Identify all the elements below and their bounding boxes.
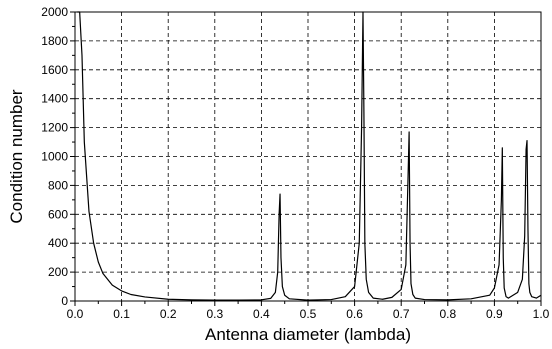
x-tick-label: 0.7	[393, 307, 410, 321]
x-tick-labels: 0.0 0.1 0.2 0.3 0.4 0.5 0.6 0.7 0.8 0.9 1.0	[67, 307, 550, 321]
y-tick-label: 800	[48, 178, 68, 192]
x-tick-label: 0.8	[439, 307, 456, 321]
y-tick-label: 600	[48, 207, 68, 221]
y-tick-label: 1800	[41, 34, 68, 48]
y-tick-labels: 0 200 400 600 800 1000 1200 1400 1600 1800 2000	[41, 5, 68, 308]
y-tick-label: 400	[48, 236, 68, 250]
series-line	[77, 11, 542, 301]
y-tick-label: 200	[48, 265, 68, 279]
y-tick-label: 1200	[41, 121, 68, 135]
y-tick-label: 1400	[41, 92, 68, 106]
x-axis-title: Antenna diameter (lambda)	[205, 325, 411, 344]
series-curves	[77, 11, 542, 301]
x-tick-label: 0.0	[67, 307, 84, 321]
grid-lines	[75, 12, 541, 301]
x-tick-label: 0.5	[300, 307, 317, 321]
y-axis-title: Condition number	[7, 89, 26, 224]
x-tick-label: 0.9	[486, 307, 503, 321]
x-tick-label: 0.2	[160, 307, 177, 321]
x-tick-label: 0.1	[113, 307, 130, 321]
y-tick-label: 1000	[41, 150, 68, 164]
x-tick-label: 1.0	[533, 307, 550, 321]
axis-ticks	[70, 11, 542, 306]
y-tick-label: 1600	[41, 63, 68, 77]
y-tick-label: 0	[61, 294, 68, 308]
y-tick-label: 2000	[41, 5, 68, 19]
x-tick-label: 0.6	[346, 307, 363, 321]
x-tick-label: 0.4	[253, 307, 270, 321]
x-tick-label: 0.3	[206, 307, 223, 321]
